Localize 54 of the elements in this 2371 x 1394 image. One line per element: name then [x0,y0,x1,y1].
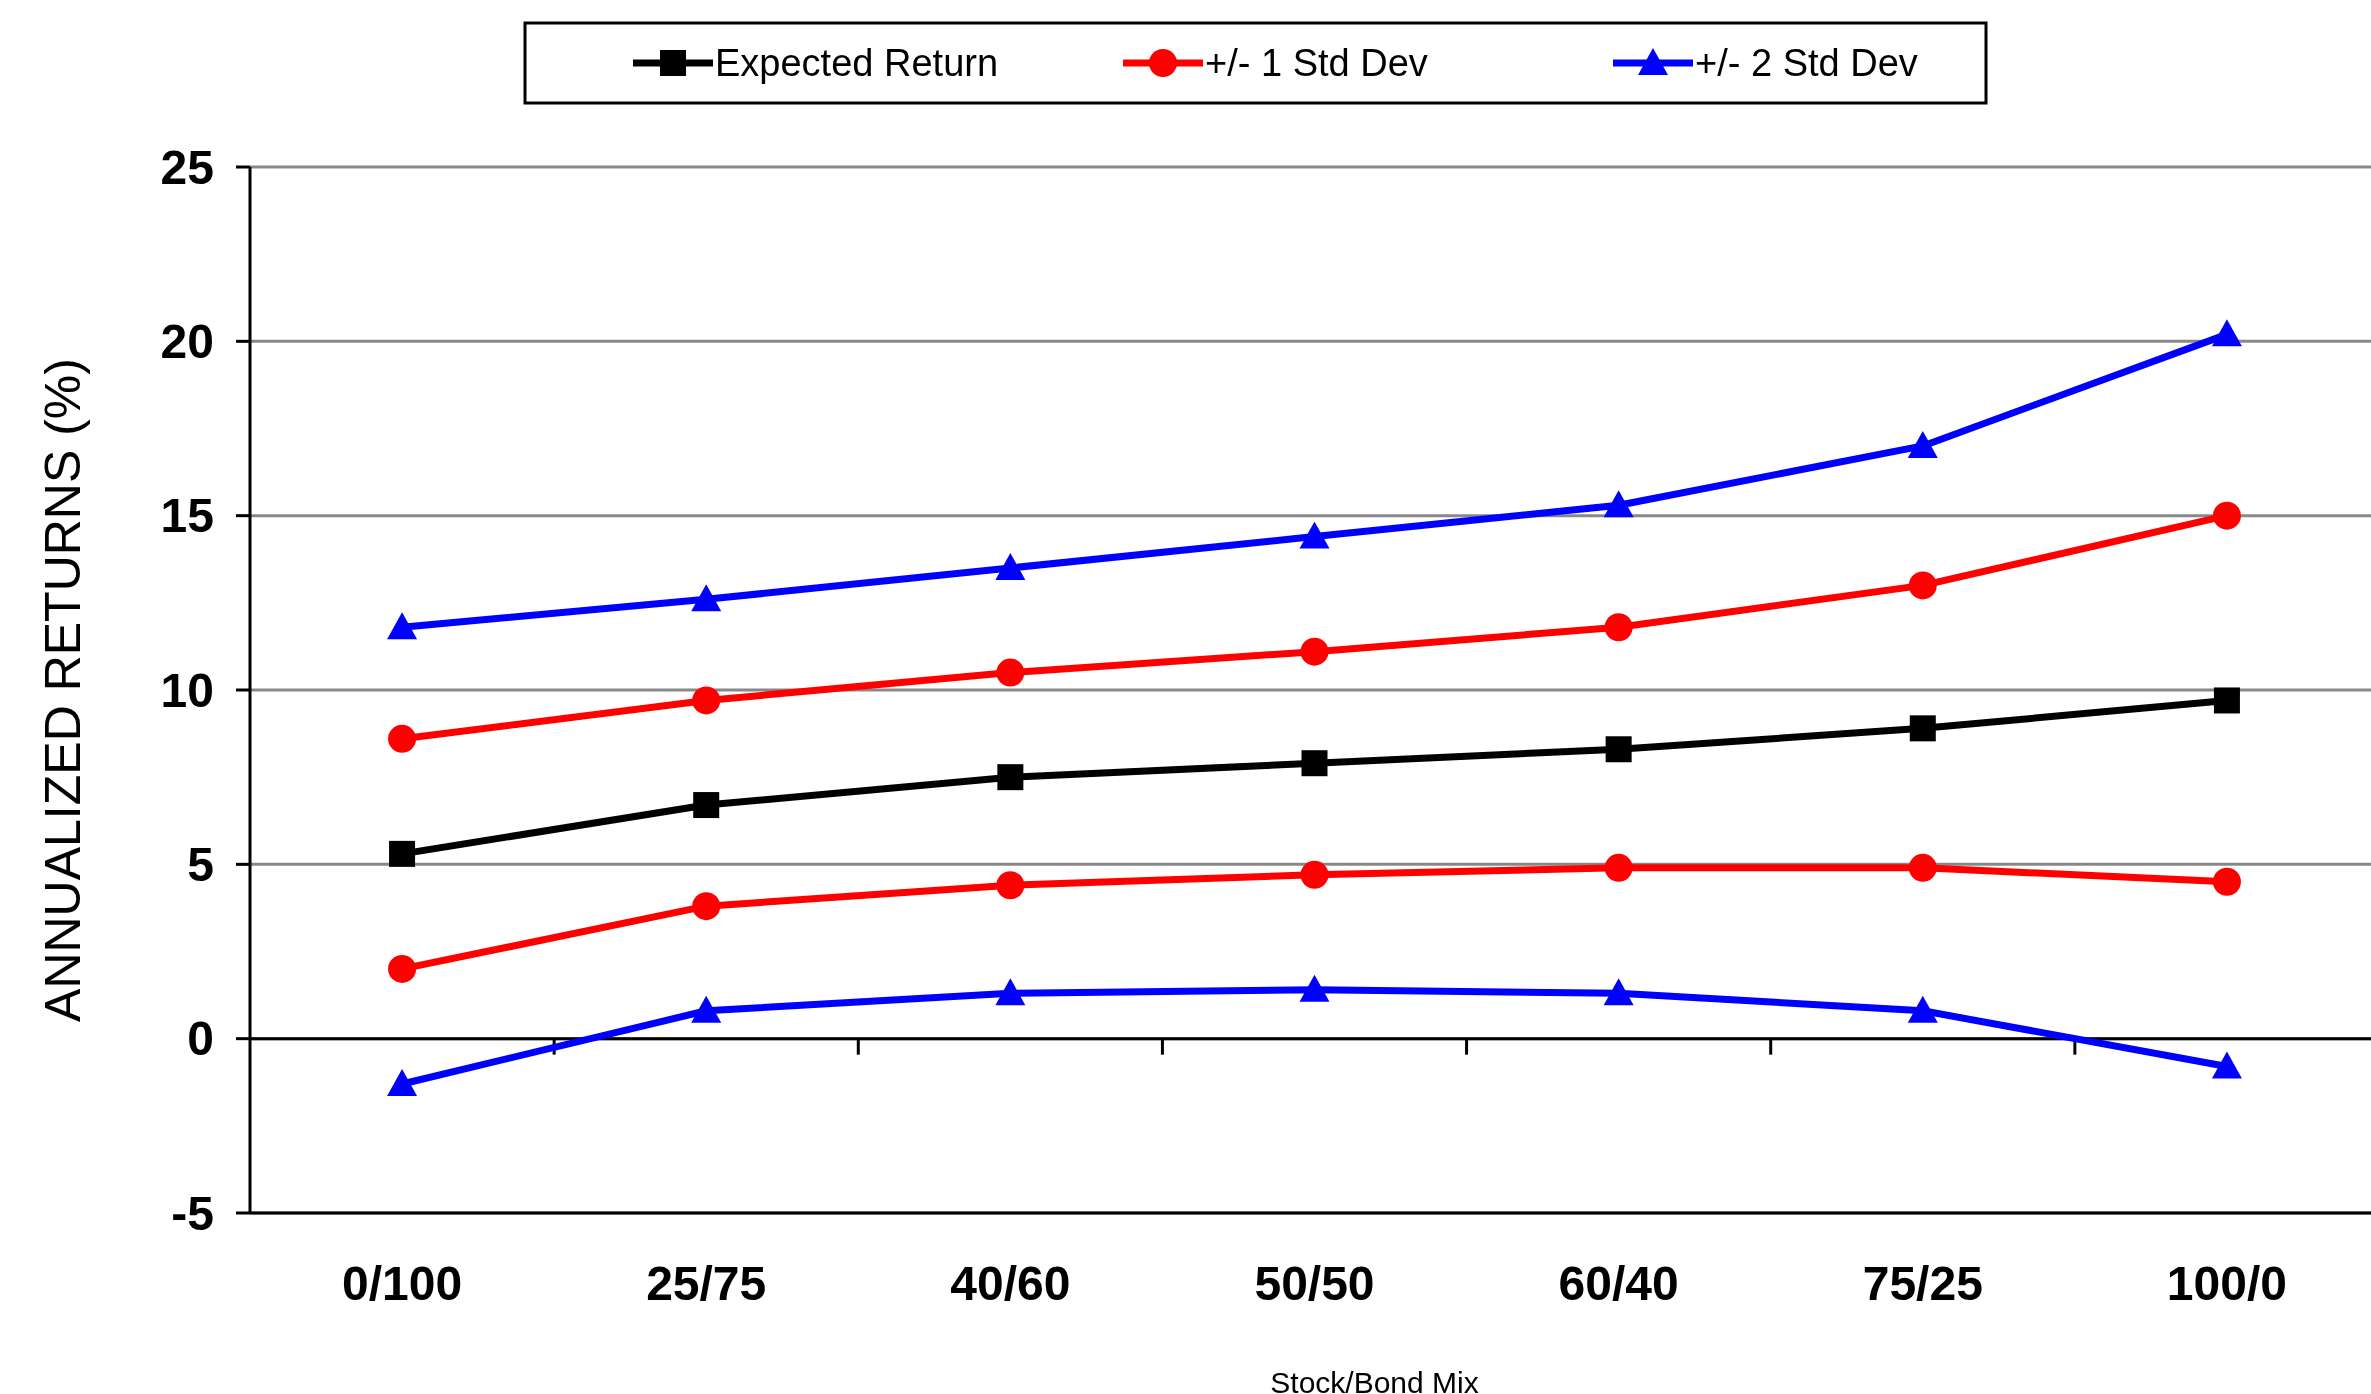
point [1909,715,1936,742]
point [1301,750,1328,777]
x-tick-label: 0/100 [342,1257,463,1310]
y-tick-label: -5 [171,1186,214,1240]
point [1604,613,1633,642]
x-tick-label: 75/25 [1862,1257,1983,1310]
point [1605,736,1632,763]
point [387,612,418,640]
point [691,995,722,1023]
point [1908,853,1937,882]
x-tick-label: 25/75 [646,1257,767,1310]
legend-label: +/- 2 Std Dev [1695,42,1918,85]
x-axis-title: Stock/Bond Mix [1270,1366,1479,1394]
point [388,724,417,753]
point [2213,687,2240,714]
point [2211,1051,2242,1079]
point [2211,319,2242,347]
point [2212,501,2241,530]
point [996,871,1025,900]
point [1300,860,1329,889]
point [1907,995,1938,1023]
point [388,954,417,983]
y-tick-label: 10 [160,663,214,717]
x-tick-label: 40/60 [950,1257,1071,1310]
y-axis-title: ANNUALIZED RETURNS (%) [35,358,91,1022]
point [693,792,720,819]
point [387,1068,418,1096]
point [1603,490,1634,518]
point [389,840,416,867]
x-tick-label: 100/0 [2166,1257,2287,1310]
point [1299,974,1330,1002]
point [1603,978,1634,1006]
y-tick-label: 0 [187,1012,214,1066]
y-tick-label: 20 [160,315,214,369]
point [1300,637,1329,666]
legend-label: +/- 1 Std Dev [1205,42,1428,85]
y-tick-label: 25 [160,140,214,194]
y-tick-label: 5 [187,838,214,892]
point [1908,571,1937,600]
x-tick-label: 60/40 [1558,1257,1679,1310]
point [1299,521,1330,549]
legend-label: Expected Return [715,42,999,85]
point [995,552,1026,580]
point [2212,867,2241,896]
x-tick-label: 50/50 [1254,1257,1375,1310]
point [691,584,722,612]
point [995,978,1026,1006]
point [1604,853,1633,882]
point [692,686,721,715]
y-tick-label: 15 [160,489,214,543]
point [997,764,1024,791]
point [1907,430,1938,458]
point [692,892,721,921]
point [996,658,1025,687]
